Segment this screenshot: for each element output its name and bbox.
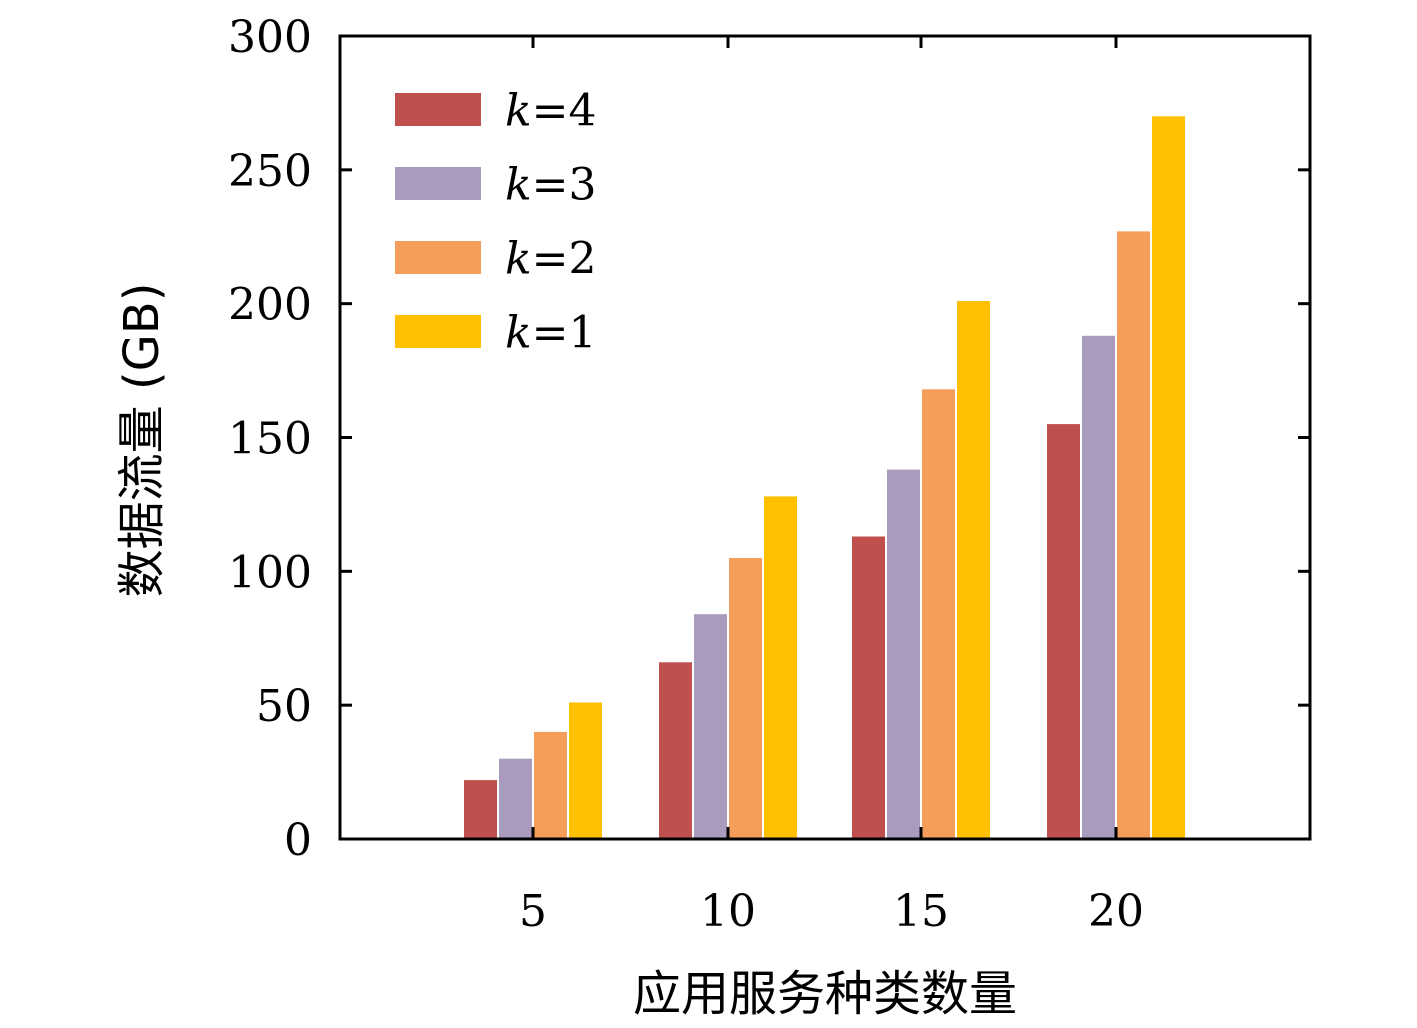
bar-k3-10 <box>694 614 727 839</box>
bar-k3-5 <box>499 758 532 839</box>
y-tick-label: 300 <box>228 12 312 63</box>
legend-label-k2: k=2 <box>505 234 597 285</box>
bar-k1-15 <box>957 301 990 839</box>
y-tick-label: 250 <box>228 146 312 197</box>
bar-k4-15 <box>852 536 885 839</box>
y-tick-label: 200 <box>228 280 312 331</box>
bar-k1-10 <box>764 496 797 839</box>
legend-label-k1: k=1 <box>505 308 597 359</box>
bar-k3-20 <box>1082 335 1115 839</box>
y-tick-labels: 0 50 100 150 200 250 300 <box>228 12 312 866</box>
bar-k2-5 <box>534 731 567 839</box>
legend-swatch-k2 <box>395 241 481 274</box>
legend-swatch-k3 <box>395 167 481 200</box>
y-tick-label: 50 <box>256 681 312 732</box>
x-tick-label: 5 <box>519 886 547 937</box>
bars-group <box>464 116 1185 840</box>
axis-ticks <box>340 34 1310 841</box>
bar-k4-5 <box>464 780 497 839</box>
legend-swatch-k4 <box>395 93 481 126</box>
legend-swatch-k1 <box>395 315 481 348</box>
x-tick-label: 15 <box>893 886 949 937</box>
bar-k2-20 <box>1117 231 1150 839</box>
bar-k2-15 <box>922 389 955 839</box>
legend-label-k3: k=3 <box>505 160 597 211</box>
legend: k=4 k=3 k=2 k=1 <box>395 86 597 359</box>
bar-k1-20 <box>1152 116 1185 840</box>
x-tick-label: 20 <box>1088 886 1144 937</box>
y-axis-label: 数据流量 (GB) <box>114 283 170 598</box>
x-axis-label: 应用服务种类数量 <box>633 966 1017 1022</box>
bar-k1-5 <box>569 702 602 839</box>
y-tick-label: 150 <box>228 414 312 465</box>
x-tick-labels: 5 10 15 20 <box>519 886 1144 937</box>
y-tick-label: 0 <box>284 815 312 866</box>
bar-k4-20 <box>1047 424 1080 839</box>
bar-k3-15 <box>887 469 920 839</box>
x-tick-label: 10 <box>700 886 756 937</box>
bar-k4-10 <box>659 662 692 839</box>
y-tick-label: 100 <box>228 547 312 598</box>
legend-label-k4: k=4 <box>505 86 597 137</box>
bar-k2-10 <box>729 558 762 839</box>
